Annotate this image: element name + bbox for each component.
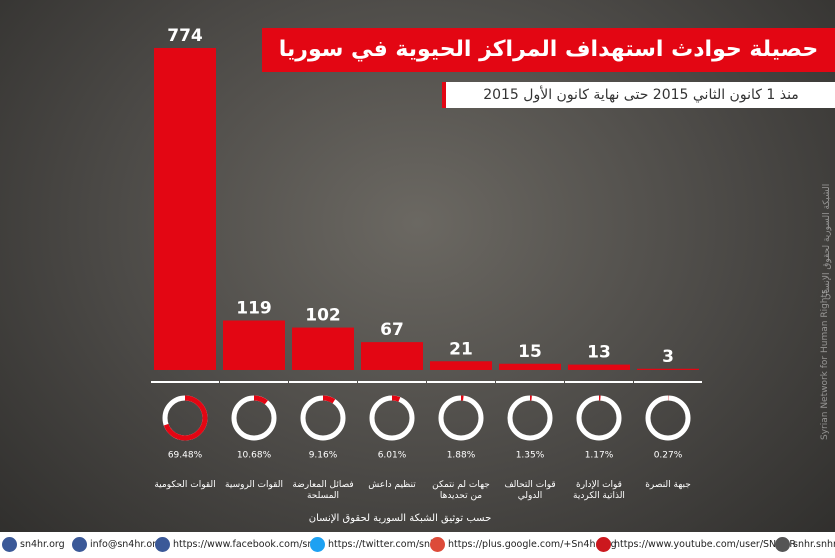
baseline: [358, 381, 426, 383]
share-ring: [438, 395, 484, 441]
bar: [637, 368, 699, 370]
baseline: [289, 381, 357, 383]
chart-title: حصيلة حوادث استهداف المراكز الحيوية في س…: [262, 28, 835, 72]
data-label: 21: [449, 339, 473, 359]
share-label: 1.35%: [516, 451, 545, 461]
footer-link[interactable]: https://plus.google.com/+Sn4hrOrg: [430, 537, 617, 553]
share-ring: [369, 395, 415, 441]
footer-icon: [155, 537, 170, 552]
share-ring: [576, 395, 622, 441]
data-label: 119: [236, 298, 272, 318]
footer-icon: [430, 537, 445, 552]
data-label: 774: [167, 26, 203, 46]
category-label: قوات الإدارة الذاتية الكردية: [573, 480, 625, 501]
category-label: القوات الروسية: [225, 480, 283, 490]
share-label: 10.68%: [237, 451, 272, 461]
data-label: 102: [305, 306, 341, 326]
share-arc: [300, 395, 346, 441]
footer-icon: [775, 537, 790, 552]
bar: [499, 363, 561, 370]
footer-icon: [72, 537, 87, 552]
footer-text: info@sn4hr.org: [90, 539, 162, 550]
bar: [430, 361, 492, 370]
source-note: حسب توثيق الشبكة السورية لحقوق الإنسان: [308, 513, 492, 524]
footer-icon: [596, 537, 611, 552]
share-ring: [645, 395, 691, 441]
baseline: [634, 381, 702, 383]
watermark: الشبكة السورية لحقوق الإنسان: [822, 183, 832, 300]
data-label: 67: [380, 320, 404, 340]
footer-link[interactable]: https://www.youtube.com/user/SN4HR: [596, 537, 796, 553]
bar: [154, 48, 216, 370]
baseline: [427, 381, 495, 383]
footer-icon: [2, 537, 17, 552]
share-arc: [645, 395, 691, 441]
share-ring: [231, 395, 277, 441]
share-arc: [507, 395, 553, 441]
bar: [223, 320, 285, 370]
baseline: [151, 381, 219, 383]
footer-link[interactable]: snhr.snhr: [775, 537, 835, 553]
share-label: 6.01%: [378, 451, 407, 461]
share-ring: [507, 395, 553, 441]
share-arc: [576, 395, 622, 441]
footer-text: https://www.youtube.com/user/SN4HR: [614, 539, 796, 550]
footer-text: snhr.snhr: [793, 539, 835, 550]
category-label: تنظيم داعش: [368, 480, 416, 490]
baseline: [565, 381, 633, 383]
share-arc: [369, 395, 415, 441]
footer-text: https://twitter.com/snhr: [328, 539, 440, 550]
bar: [292, 327, 354, 370]
share-ring: [300, 395, 346, 441]
share-label: 1.88%: [447, 451, 476, 461]
data-label: 13: [587, 343, 611, 363]
share-label: 69.48%: [168, 451, 203, 461]
footer-icon: [310, 537, 325, 552]
share-arc: [162, 395, 208, 441]
bar: [568, 364, 630, 370]
share-label: 1.17%: [585, 451, 614, 461]
data-label: 3: [662, 347, 674, 367]
footer-text: https://plus.google.com/+Sn4hrOrg: [448, 539, 617, 550]
category-label: فصائل المعارضة المسلحة: [292, 480, 354, 501]
category-label: القوات الحكومية: [154, 480, 216, 490]
category-label: جبهة النصرة: [645, 480, 691, 490]
category-label: قوات التحالف الدولي: [504, 480, 556, 501]
bar: [361, 342, 423, 370]
baseline: [496, 381, 564, 383]
share-arc: [231, 395, 277, 441]
footer-link[interactable]: https://twitter.com/snhr: [310, 537, 440, 553]
footer: sn4hr.org info@sn4hr.org https://www.faceb…: [0, 532, 835, 558]
chart-subtitle: منذ 1 كانون الثاني 2015 حتى نهاية كانون …: [442, 82, 835, 108]
category-label: جهات لم نتمكن من تحديدها: [432, 480, 490, 501]
footer-text: sn4hr.org: [20, 539, 65, 550]
footer-text: https://www.facebook.com/snhr: [173, 539, 324, 550]
footer-link[interactable]: info@sn4hr.org: [72, 537, 162, 553]
baseline: [220, 381, 288, 383]
footer-link[interactable]: https://www.facebook.com/snhr: [155, 537, 323, 553]
share-arc: [438, 395, 484, 441]
footer-link[interactable]: sn4hr.org: [2, 537, 65, 553]
share-label: 9.16%: [309, 451, 338, 461]
data-label: 15: [518, 342, 542, 362]
watermark: Syrian Network for Human Rights: [820, 289, 830, 440]
share-label: 0.27%: [654, 451, 683, 461]
